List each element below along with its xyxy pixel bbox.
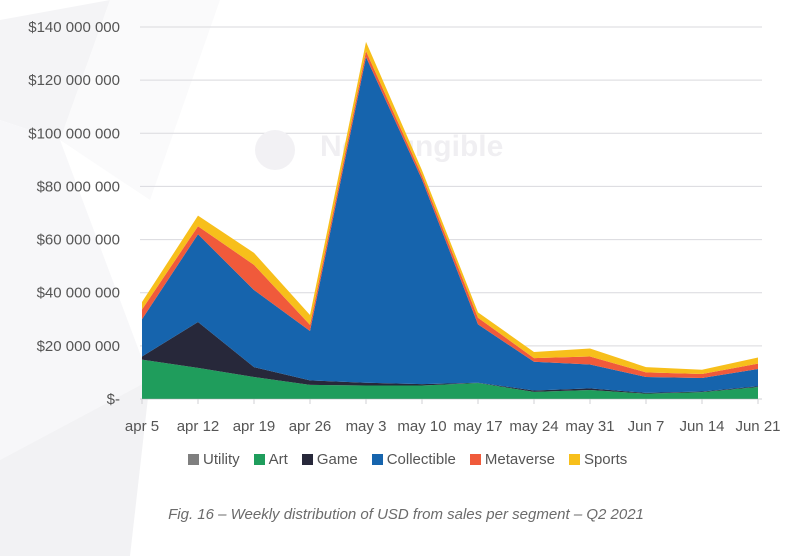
y-tick-label: $100 000 000 bbox=[28, 125, 120, 142]
legend-item-metaverse: Metaverse bbox=[469, 451, 555, 468]
x-tick-label: Jun 7 bbox=[628, 418, 665, 435]
legend-label: Sports bbox=[583, 451, 628, 468]
y-tick-label: $20 000 000 bbox=[37, 338, 120, 355]
area-art bbox=[142, 359, 758, 399]
legend-item-sports: Sports bbox=[568, 451, 628, 468]
legend-swatch bbox=[469, 454, 481, 465]
area-collectible bbox=[142, 57, 758, 393]
y-tick-label: $60 000 000 bbox=[37, 232, 120, 249]
y-tick-label: $80 000 000 bbox=[37, 178, 120, 195]
chart-legend: Utility Art Game Collectible Metaverse Sports bbox=[188, 451, 627, 468]
legend-swatch bbox=[188, 454, 199, 465]
y-tick-label: $- bbox=[107, 391, 120, 408]
legend-label: Collectible bbox=[386, 451, 456, 468]
legend-swatch bbox=[253, 454, 265, 465]
x-tick-label: apr 12 bbox=[177, 418, 220, 435]
x-tick-label: may 3 bbox=[346, 418, 387, 435]
figure-caption: Fig. 16 – Weekly distribution of USD fro… bbox=[168, 506, 644, 523]
legend-swatch bbox=[371, 454, 383, 465]
legend-swatch bbox=[568, 454, 580, 465]
x-tick-label: may 17 bbox=[453, 418, 502, 435]
x-tick-label: Jun 21 bbox=[735, 418, 780, 435]
legend-item-collectible: Collectible bbox=[371, 451, 456, 468]
x-tick-label: apr 19 bbox=[233, 418, 276, 435]
legend-item-game: Game bbox=[301, 451, 358, 468]
y-tick-label: $40 000 000 bbox=[37, 285, 120, 302]
x-tick-label: Jun 14 bbox=[679, 418, 724, 435]
area-game bbox=[142, 321, 758, 394]
y-tick-label: $120 000 000 bbox=[28, 72, 120, 89]
y-tick-label: $140 000 000 bbox=[28, 19, 120, 36]
x-tick-label: may 31 bbox=[565, 418, 614, 435]
legend-item-utility: Utility bbox=[188, 451, 240, 468]
legend-label: Metaverse bbox=[484, 451, 555, 468]
x-tick-label: may 24 bbox=[509, 418, 558, 435]
legend-item-art: Art bbox=[253, 451, 288, 468]
x-tick-label: may 10 bbox=[397, 418, 446, 435]
legend-swatch bbox=[301, 454, 313, 465]
x-tick-label: apr 26 bbox=[289, 418, 332, 435]
legend-label: Utility bbox=[203, 451, 240, 468]
legend-label: Game bbox=[316, 451, 358, 468]
legend-label: Art bbox=[268, 451, 288, 468]
watermark-logo-icon bbox=[255, 130, 295, 170]
x-tick-label: apr 5 bbox=[125, 418, 159, 435]
